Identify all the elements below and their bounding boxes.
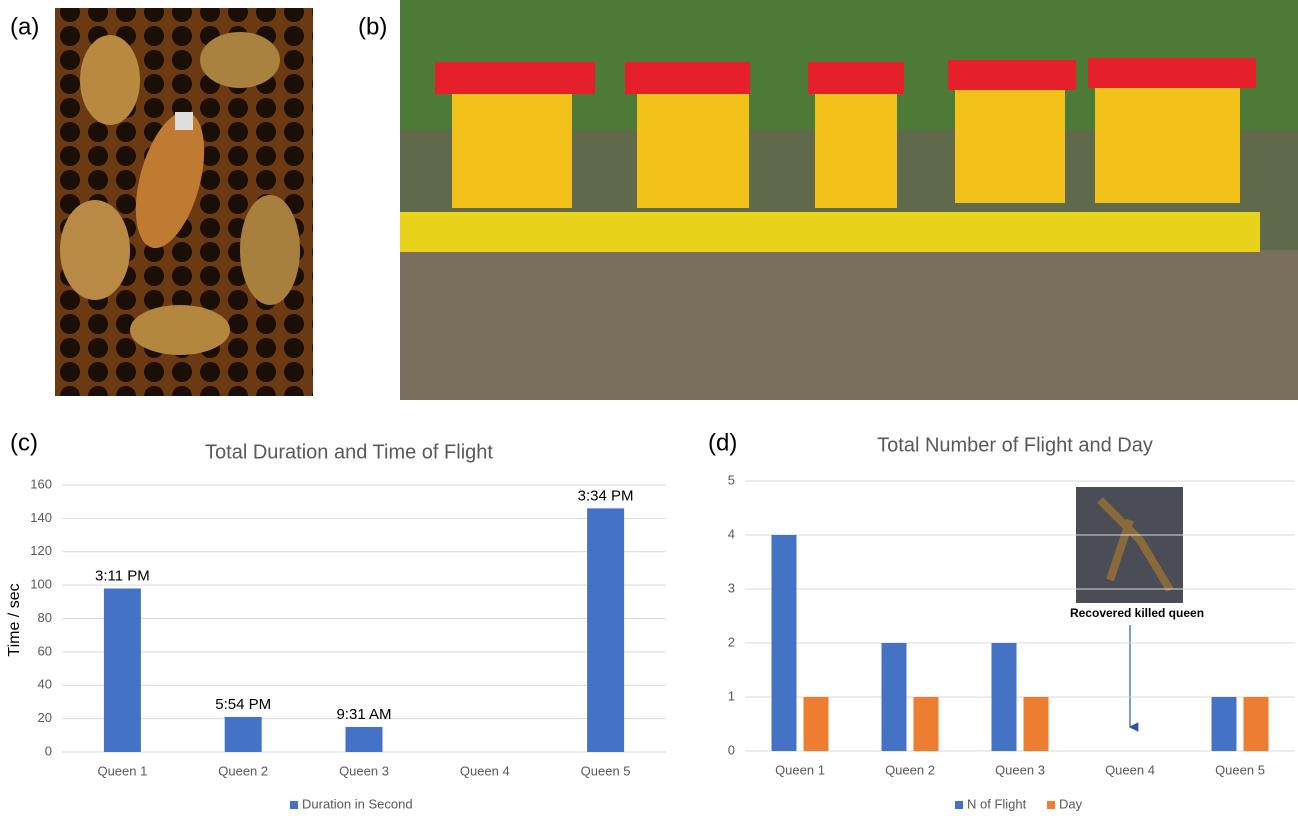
bar-label: 3:11 PM (95, 567, 150, 584)
bar-label: 9:31 AM (336, 706, 391, 723)
legend-label: Duration in Second (302, 796, 413, 811)
y-tick-label: 140 (30, 510, 52, 525)
bar (804, 697, 829, 751)
y-tick-label: 120 (30, 543, 52, 558)
bar (992, 643, 1017, 751)
x-tick-label: Queen 4 (1105, 762, 1155, 777)
chart-title: Total Number of Flight and Day (877, 434, 1153, 456)
panel-label: (c) (10, 429, 38, 456)
y-tick-label: 20 (38, 710, 52, 725)
bar (587, 508, 624, 752)
x-tick-label: Queen 2 (885, 762, 935, 777)
panel-label: (d) (708, 429, 737, 456)
legend-swatch (1047, 801, 1055, 809)
x-tick-label: Queen 3 (995, 762, 1045, 777)
x-tick-label: Queen 1 (775, 762, 825, 777)
bar (1244, 697, 1269, 751)
panel-label: (b) (358, 13, 387, 40)
chart-title: Total Duration and Time of Flight (205, 441, 493, 463)
x-tick-label: Queen 5 (581, 763, 631, 778)
y-tick-label: 2 (728, 634, 735, 649)
bar (1212, 697, 1237, 751)
figure: (a) (b) Total Duration and Time of Fligh… (0, 0, 1298, 816)
bar (1024, 697, 1049, 751)
bar (882, 643, 907, 751)
x-tick-label: Queen 1 (97, 763, 147, 778)
bar (772, 535, 797, 751)
y-tick-label: 5 (728, 472, 735, 487)
bar (104, 588, 141, 752)
y-tick-label: 60 (38, 643, 52, 658)
panel-label: (a) (10, 13, 39, 40)
y-tick-label: 4 (728, 526, 735, 541)
y-tick-label: 80 (38, 610, 52, 625)
x-tick-label: Queen 5 (1215, 762, 1265, 777)
y-tick-label: 100 (30, 577, 52, 592)
y-tick-label: 0 (728, 742, 735, 757)
y-tick-label: 0 (45, 743, 52, 758)
y-tick-label: 40 (38, 677, 52, 692)
y-tick-label: 160 (30, 476, 52, 491)
bar-label: 5:54 PM (215, 696, 271, 713)
x-tick-label: Queen 3 (339, 763, 389, 778)
inset-photo (1076, 487, 1183, 603)
bar (914, 697, 939, 751)
annotation: Recovered killed queen (1070, 606, 1204, 620)
bar (346, 727, 383, 752)
x-tick-label: Queen 4 (460, 763, 510, 778)
legend-swatch (290, 801, 298, 809)
bar-label: 3:34 PM (578, 487, 634, 504)
legend-label: N of Flight (967, 796, 1027, 811)
legend-label: Day (1059, 796, 1083, 811)
y-tick-label: 1 (728, 688, 735, 703)
legend-swatch (955, 801, 963, 809)
bar (225, 717, 262, 752)
photo-b (400, 0, 1298, 400)
x-tick-label: Queen 2 (218, 763, 268, 778)
photo-a (55, 8, 313, 396)
y-tick-label: 3 (728, 580, 735, 595)
y-axis-label: Time / sec (6, 583, 23, 656)
